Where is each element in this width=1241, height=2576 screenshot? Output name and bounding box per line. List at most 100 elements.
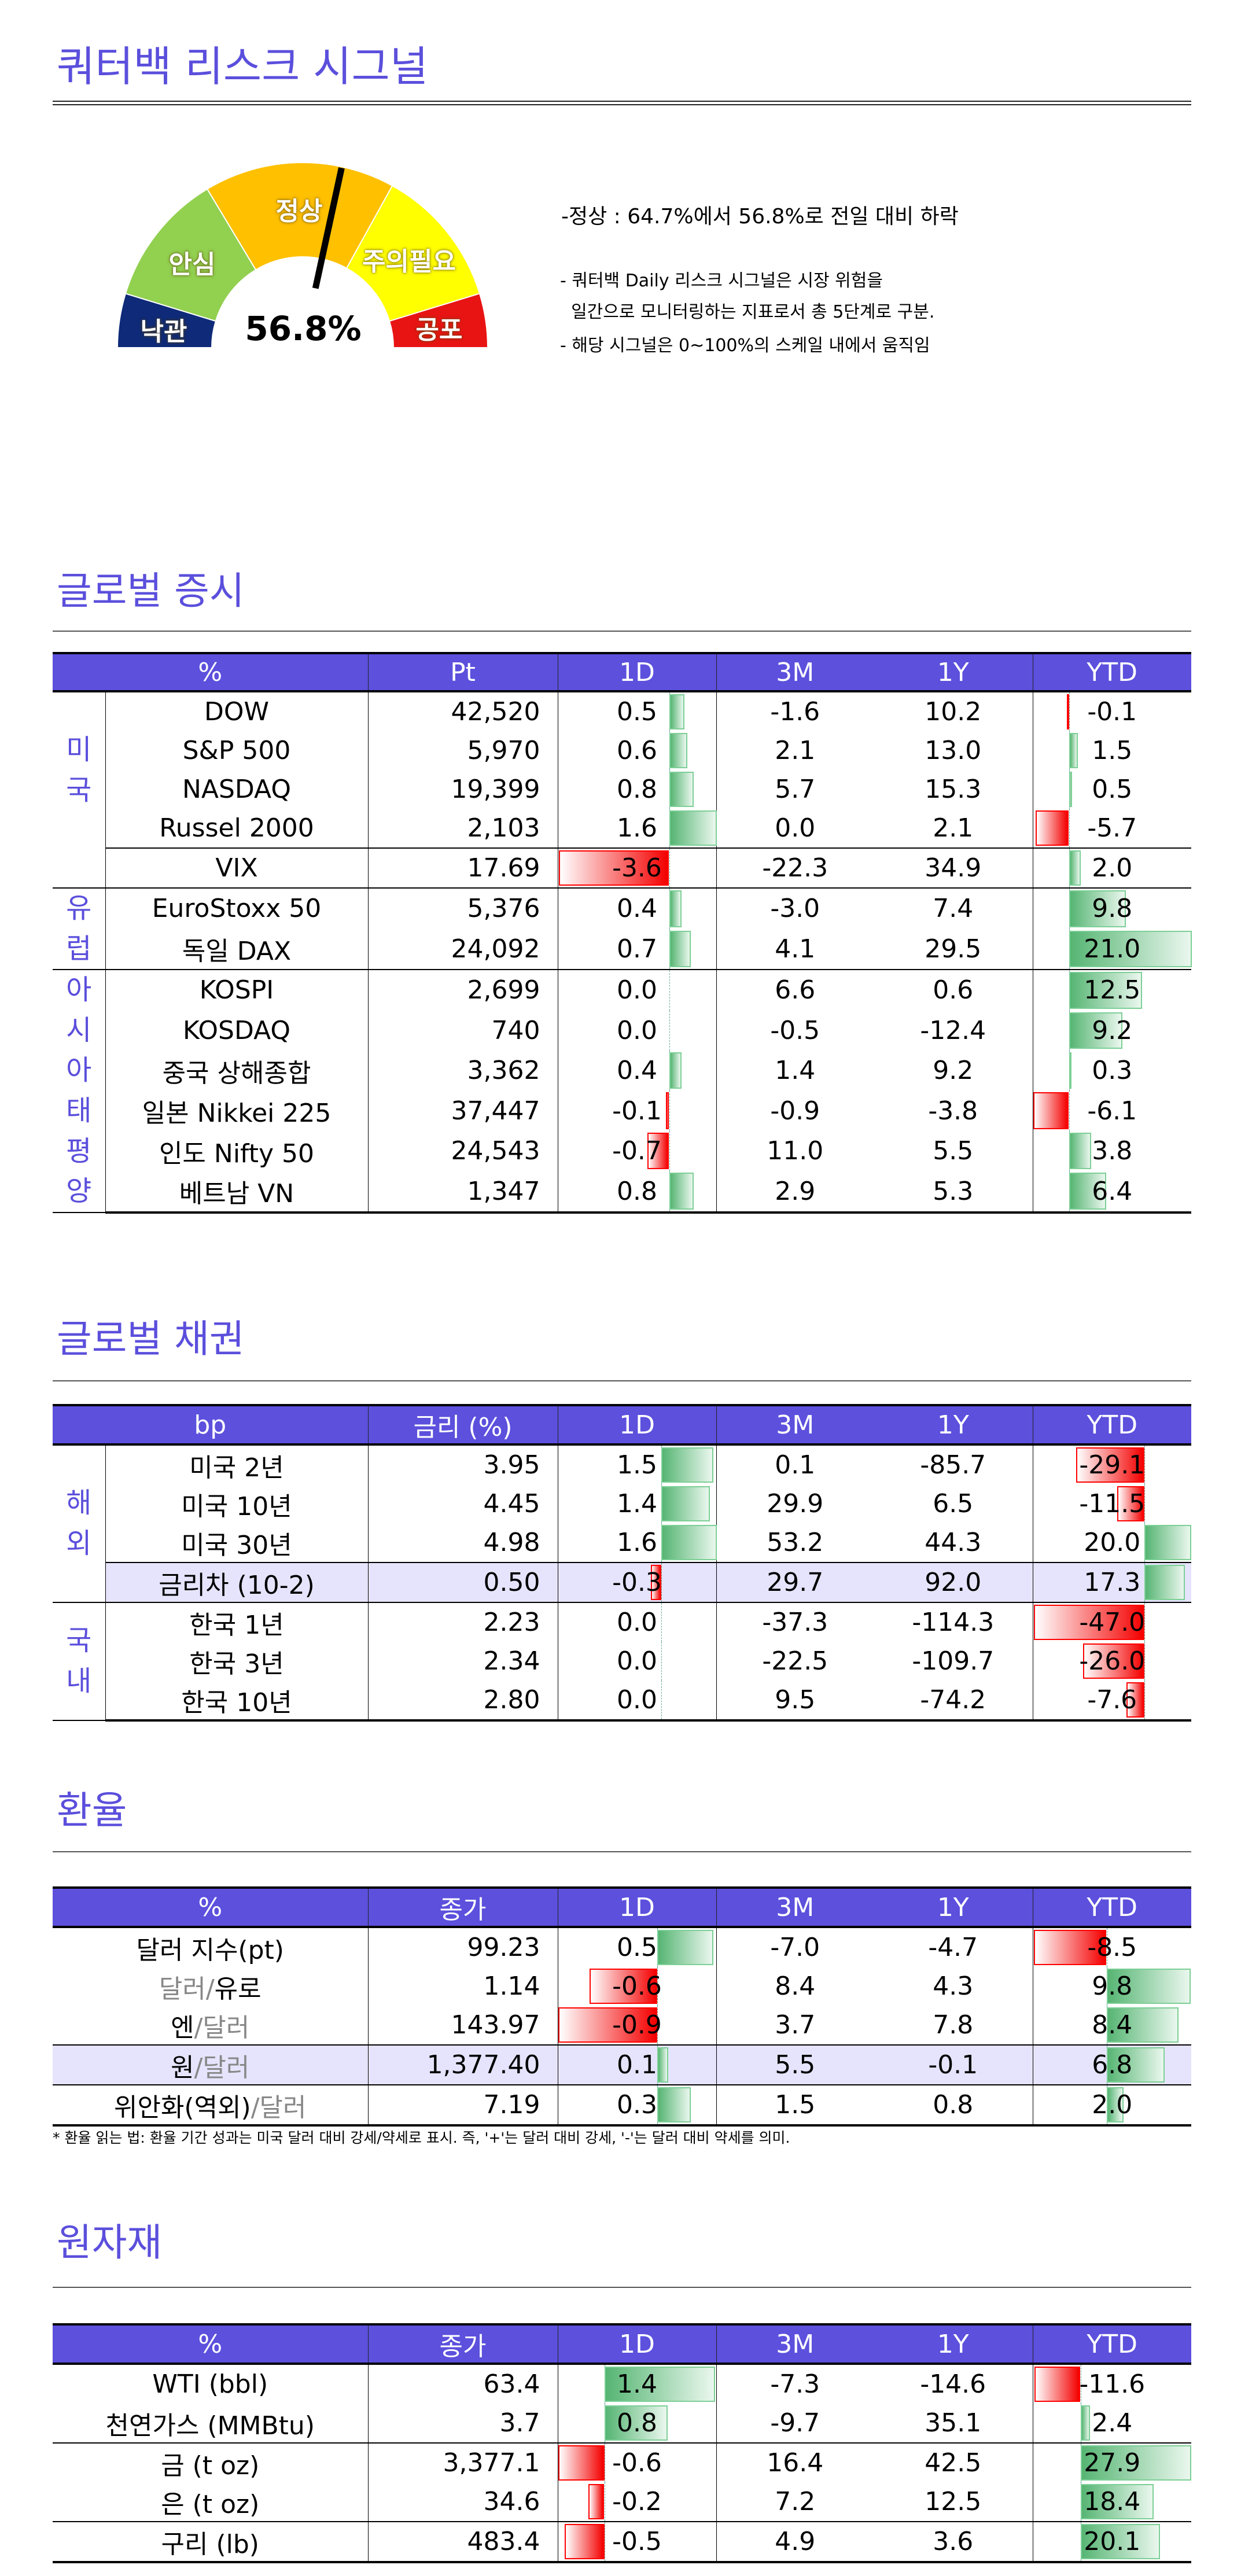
change-ytd: 12.5 (1032, 970, 1191, 1011)
gauge-segment (388, 293, 489, 348)
positive-bar (1069, 850, 1081, 886)
change-1y: 42.5 (925, 2448, 982, 2478)
change-ytd-value: 2.0 (1092, 853, 1133, 883)
change-3m: 7.2 (716, 2482, 874, 2522)
row-name: 인도 Nifty 50 (105, 1130, 368, 1171)
header-1d: 1D (557, 1886, 716, 1928)
change-ytd-value: 6.4 (1092, 1176, 1133, 1206)
table-row: 아시아태평양 KOSPI 2,699 0.0 6.6 0.6 12.5 (53, 970, 1191, 1213)
change-ytd-value: -29.1 (1079, 1450, 1146, 1480)
positive-bar (1144, 1525, 1191, 1560)
bar-axis (661, 1681, 662, 1719)
change-3m: -9.7 (716, 2404, 874, 2444)
row-name-part: 중국 상해종합 (162, 1058, 311, 1088)
change-1d: -0.7 (557, 1130, 716, 1171)
table-header-row: bp 금리 (%) 1D 3M 1Y YTD (53, 1404, 1192, 1446)
page-title: 쿼터백 리스크 시그널 (57, 42, 428, 91)
row-value: 5,970 (367, 731, 558, 770)
table-row: 천연가스 (MMBtu) 3.7 0.8 -9.7 35.1 2.4 (53, 2404, 1191, 2444)
row-value: 740 (367, 1010, 558, 1051)
change-1y: -4.7 (928, 1933, 978, 1962)
row-value: 2.34 (367, 1642, 558, 1681)
header-3m: 3M (716, 1404, 874, 1446)
change-3m: 16.4 (716, 2443, 874, 2482)
row-value: 63.4 (367, 2364, 558, 2404)
change-1y: 0.8 (874, 2085, 1033, 2127)
change-3m: 2.1 (716, 731, 874, 770)
row-name: 한국 10년 (105, 1681, 369, 1722)
row-name-part: /달러 (194, 2052, 250, 2083)
table-row: 해외 미국 2년 3.95 1.5 0.1 -85.7 -29.1 (53, 1444, 1192, 1603)
negative-bar (1033, 1930, 1107, 1965)
positive-bar (1069, 1052, 1071, 1089)
row-group-text: 국내 (66, 1624, 92, 1697)
row-group-label: 유럽 (53, 888, 105, 971)
change-3m: -1.6 (716, 691, 874, 731)
positive-bar (669, 694, 684, 729)
change-ytd-value: -5.7 (1087, 813, 1137, 843)
bar-axis (661, 1603, 662, 1642)
change-1d-value: -0.3 (612, 1568, 662, 1597)
change-1d: 0.0 (557, 1642, 717, 1681)
header-3m: 3M (716, 1886, 874, 1928)
bar-axis (1069, 692, 1070, 731)
row-name: 금 (t oz) (53, 2443, 368, 2482)
change-ytd: 18.4 (1032, 2482, 1191, 2522)
change-ytd: -6.1 (1032, 1090, 1191, 1131)
header-value: 금리 (%) (367, 1404, 558, 1446)
table-row: 엔/달러 143.97 -0.9 3.7 7.8 8.4 (53, 2006, 1191, 2046)
negative-bar (647, 1132, 669, 1170)
row-name-part: 일본 Nikkei 225 (142, 1099, 332, 1129)
change-ytd: 6.8 (1032, 2045, 1191, 2085)
row-value: 143.97 (367, 2006, 558, 2046)
section-divider (53, 2287, 1191, 2288)
table-row: 독일 DAX 24,092 0.7 4.1 29.5 21.0 (53, 928, 1192, 971)
change-ytd-value: 17.3 (1084, 1568, 1141, 1597)
table-row: 금 (t oz) 3,377.1 -0.6 16.4 42.5 27.9 (53, 2443, 1191, 2482)
change-3m: 5.7 (716, 770, 874, 809)
table-row: 중국 상해종합 3,362 0.4 1.4 9.2 0.3 (53, 1051, 1191, 1091)
change-1d: 0.5 (557, 1927, 716, 1967)
row-value: 4.45 (367, 1484, 558, 1523)
row-name: KOSPI (105, 970, 368, 1011)
change-ytd-value: -0.1 (1087, 697, 1137, 727)
positive-bar (1106, 1969, 1191, 2004)
row-name-part: Russel 2000 (159, 813, 314, 843)
change-1d: 0.1 (557, 2045, 716, 2085)
change-1y: -85.7 (920, 1450, 986, 1480)
change-1y: -74.2 (874, 1681, 1033, 1722)
positive-bar (669, 1052, 682, 1089)
signal-note: - 쿼터백 Daily 리스크 시그널은 시장 위험을 (560, 271, 883, 291)
row-value: 2.23 (367, 1602, 558, 1642)
header-label: % (53, 1886, 368, 1928)
row-name: 구리 (lb) (53, 2522, 368, 2563)
bar-axis (1144, 1681, 1145, 1719)
row-name: Russel 2000 (105, 809, 368, 849)
change-1d-value: 0.3 (617, 2090, 657, 2120)
change-1y: 2.1 (874, 809, 1033, 849)
row-name: 달러/유로 (53, 1967, 368, 2006)
positive-bar (1069, 733, 1078, 768)
row-group-label: 미국 (53, 691, 105, 889)
bonds-table: bp 금리 (%) 1D 3M 1Y YTD 해외 미국 2년 3.95 1.5 0.1 -85.7 -… (53, 1404, 1192, 1722)
row-name: 한국 1년 (105, 1602, 369, 1642)
row-name-part: 유로 (214, 1974, 262, 2004)
table-row: S&P 500 5,970 0.6 2.1 13.0 1.5 (53, 731, 1191, 770)
row-name: KOSDAQ (105, 1010, 368, 1051)
change-ytd: -11.5 (1032, 1484, 1192, 1523)
fx-footnote: * 환율 읽는 법: 환율 기간 성과는 미국 달러 대비 강세/약세로 표시.… (53, 2129, 790, 2146)
row-name: 달러 지수(pt) (53, 1927, 368, 1967)
change-ytd: 9.2 (1032, 1010, 1191, 1051)
row-name-part: EuroStoxx 50 (152, 894, 322, 924)
gauge-needle (312, 167, 345, 289)
row-value: 4.98 (367, 1523, 558, 1563)
signal-note: 일간으로 모니터링하는 지표로서 총 5단계로 구분. (560, 302, 935, 322)
change-1d-value: 1.4 (617, 2369, 657, 2399)
row-name-part: NASDAQ (182, 775, 291, 804)
gauge-label-caution: 주의필요 (362, 247, 456, 277)
change-1d-value: 0.7 (617, 934, 657, 964)
change-1d-value: 1.6 (617, 813, 657, 843)
change-ytd: 21.0 (1032, 928, 1192, 971)
header-label: bp (53, 1404, 369, 1446)
change-1y: 15.3 (925, 775, 982, 804)
